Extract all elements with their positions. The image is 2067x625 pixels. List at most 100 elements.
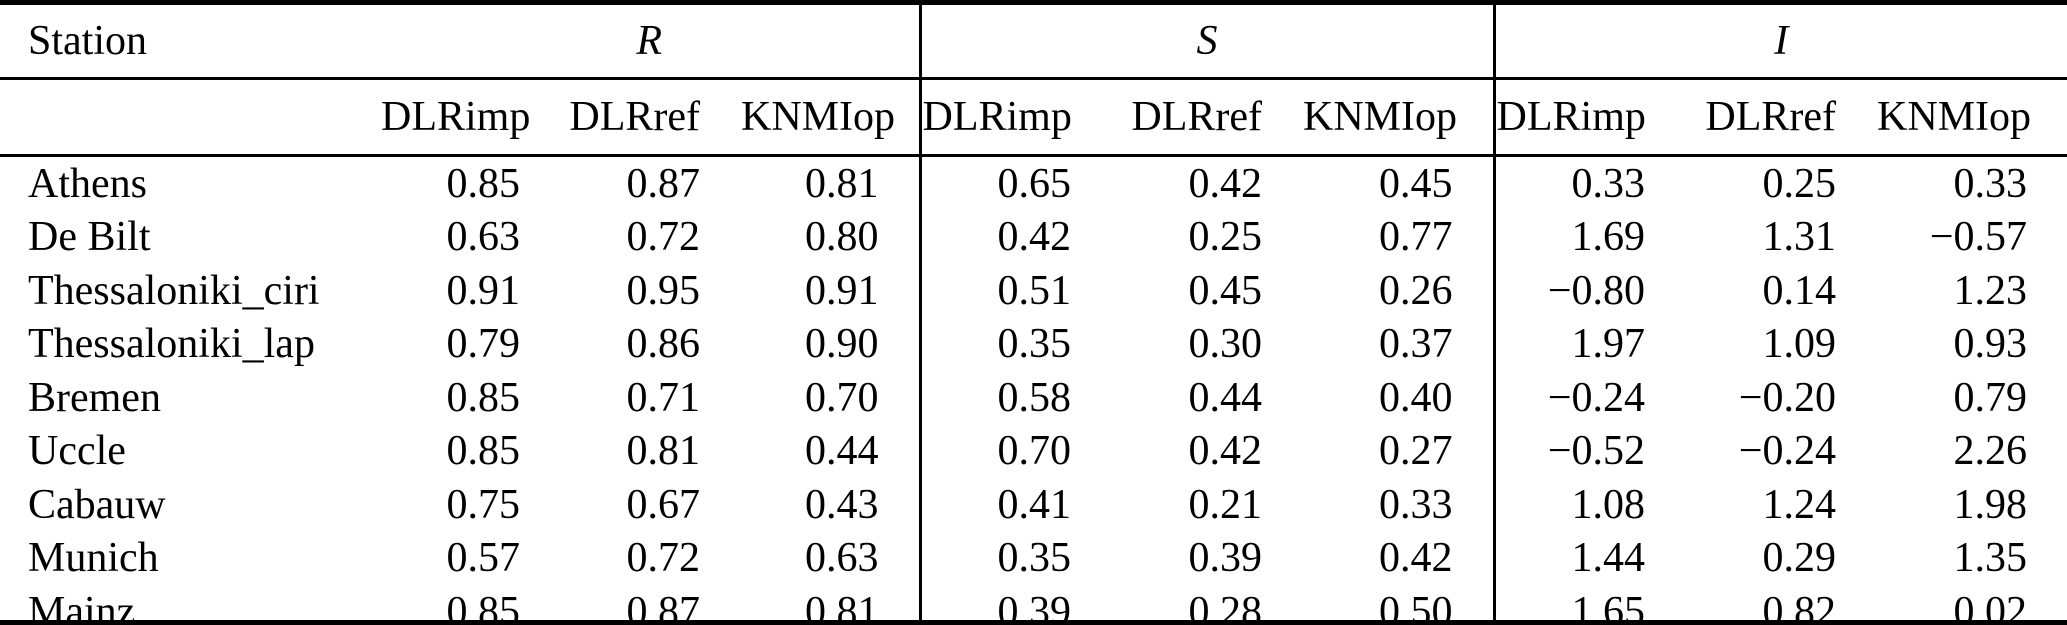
value-cell: −0.52 xyxy=(1492,424,1686,478)
value-cell: 0.85 xyxy=(446,160,521,207)
subheader-i-dlrimp: DLRimp xyxy=(1492,78,1686,157)
subheader-i-dlrref: DLRref xyxy=(1685,78,1877,157)
value-cell: −0.24 xyxy=(1492,371,1686,425)
value-cell: 0.71 xyxy=(626,374,701,421)
value-cell: 1.23 xyxy=(1953,267,2028,314)
value-cell: 0.67 xyxy=(626,481,701,528)
value-cell: 0.25 xyxy=(1188,214,1263,261)
value-cell: 0.82 xyxy=(1762,588,1837,625)
value-cell: 1.35 xyxy=(1953,535,2028,582)
value-cell: 0.87 xyxy=(626,160,701,207)
value-cell: 0.81 xyxy=(626,428,701,475)
value-cell: 0.93 xyxy=(1953,321,2028,368)
value-cell: 1.08 xyxy=(1492,478,1686,532)
value-cell: 0.29 xyxy=(1762,535,1837,582)
subheader-s-dlrimp: DLRimp xyxy=(918,78,1111,157)
table-row: Athens 0.85 0.87 0.81 0.65 0.42 0.45 0.3… xyxy=(0,155,2067,211)
value-cell: 0.42 xyxy=(1188,160,1263,207)
value-cell: 0.30 xyxy=(1188,321,1263,368)
value-cell: 0.77 xyxy=(1379,214,1453,261)
table-row: Bremen 0.85 0.71 0.70 0.58 0.44 0.40 −0.… xyxy=(0,371,2067,425)
value-cell: 0.42 xyxy=(1379,535,1453,582)
value-cell: 0.80 xyxy=(805,214,879,261)
value-cell: 0.85 xyxy=(446,588,521,625)
value-cell: 0.25 xyxy=(1762,160,1837,207)
value-cell: 0.87 xyxy=(626,588,701,625)
value-cell: 0.44 xyxy=(805,428,879,475)
station-cell: Cabauw xyxy=(28,481,166,528)
value-cell: 0.81 xyxy=(805,588,879,625)
station-cell: De Bilt xyxy=(28,214,151,261)
table-row: Mainz 0.85 0.87 0.81 0.39 0.28 0.50 1.65… xyxy=(0,585,2067,625)
value-cell: 0.39 xyxy=(1188,535,1263,582)
value-cell: 0.57 xyxy=(446,535,521,582)
value-cell: 1.44 xyxy=(1492,531,1686,585)
value-cell: 0.90 xyxy=(805,321,879,368)
value-cell: 0.75 xyxy=(446,481,521,528)
value-cell: 0.42 xyxy=(918,210,1111,264)
group-header-row: Station R S I xyxy=(0,5,2067,80)
value-cell: 1.09 xyxy=(1762,321,1837,368)
value-cell: 1.24 xyxy=(1762,481,1837,528)
table-row: De Bilt 0.63 0.72 0.80 0.42 0.25 0.77 1.… xyxy=(0,210,2067,264)
value-cell: 0.21 xyxy=(1188,481,1263,528)
subheader-s-dlrref: DLRref xyxy=(1111,78,1302,157)
value-cell: −0.80 xyxy=(1492,264,1686,318)
value-cell: 0.85 xyxy=(446,374,521,421)
value-cell: 0.26 xyxy=(1379,267,1453,314)
value-cell: 0.70 xyxy=(918,424,1111,478)
value-cell: 1.69 xyxy=(1492,210,1686,264)
station-cell: Athens xyxy=(28,160,147,207)
subheader-row: DLRimp DLRref KNMIop DLRimp DLRref KNMIo… xyxy=(0,78,2067,157)
value-cell: 2.26 xyxy=(1953,428,2028,475)
subheader-s-knmiop: KNMIop xyxy=(1302,78,1495,157)
value-cell: 0.79 xyxy=(1953,374,2028,421)
value-cell: 0.81 xyxy=(805,160,879,207)
station-cell: Thessaloniki_lap xyxy=(28,321,315,368)
station-cell: Munich xyxy=(28,535,159,582)
value-cell: −0.20 xyxy=(1738,374,1837,421)
station-cell: Mainz xyxy=(28,588,136,625)
value-cell: 0.79 xyxy=(446,321,521,368)
subheader-i-knmiop: KNMIop xyxy=(1876,78,2067,157)
value-cell: 0.14 xyxy=(1762,267,1837,314)
value-cell: 0.63 xyxy=(446,214,521,261)
value-cell: −0.24 xyxy=(1738,428,1837,475)
station-cell: Bremen xyxy=(28,374,161,421)
value-cell: 1.31 xyxy=(1762,214,1837,261)
value-cell: 0.42 xyxy=(1188,428,1263,475)
value-cell: 0.33 xyxy=(1492,155,1686,211)
value-cell: 0.63 xyxy=(805,535,879,582)
table-row: Thessaloniki_lap 0.79 0.86 0.90 0.35 0.3… xyxy=(0,317,2067,371)
value-cell: 0.58 xyxy=(918,371,1111,425)
value-cell: 0.33 xyxy=(1379,481,1453,528)
value-cell: 0.02 xyxy=(1953,588,2028,625)
station-statistics-table: Station R S I DLRimp DLRref KNMIop DLRim… xyxy=(0,5,2067,625)
subheader-r-dlrref: DLRref xyxy=(560,78,740,157)
value-cell: 0.45 xyxy=(1188,267,1263,314)
value-cell: 0.65 xyxy=(918,155,1111,211)
value-cell: 0.72 xyxy=(626,214,701,261)
table-row: Munich 0.57 0.72 0.63 0.35 0.39 0.42 1.4… xyxy=(0,531,2067,585)
value-cell: 0.72 xyxy=(626,535,701,582)
value-cell: 0.86 xyxy=(626,321,701,368)
value-cell: 0.70 xyxy=(805,374,879,421)
table-row: Uccle 0.85 0.81 0.44 0.70 0.42 0.27 −0.5… xyxy=(0,424,2067,478)
value-cell: 0.35 xyxy=(918,317,1111,371)
subheader-empty-cell xyxy=(0,78,380,157)
value-cell: 0.28 xyxy=(1188,588,1263,625)
value-cell: 0.27 xyxy=(1379,428,1453,475)
value-cell: 0.45 xyxy=(1379,160,1453,207)
value-cell: 0.41 xyxy=(918,478,1111,532)
subheader-r-dlrimp: DLRimp xyxy=(380,78,560,157)
value-cell: 0.91 xyxy=(446,267,521,314)
value-cell: −0.57 xyxy=(1929,214,2028,261)
value-cell: 0.35 xyxy=(918,531,1111,585)
subheader-r-knmiop: KNMIop xyxy=(740,78,920,157)
group-header-s: S xyxy=(918,5,1495,80)
table-row: Thessaloniki_ciri 0.91 0.95 0.91 0.51 0.… xyxy=(0,264,2067,318)
value-cell: 0.44 xyxy=(1188,374,1263,421)
value-cell: 0.43 xyxy=(805,481,879,528)
station-cell: Uccle xyxy=(28,428,126,475)
